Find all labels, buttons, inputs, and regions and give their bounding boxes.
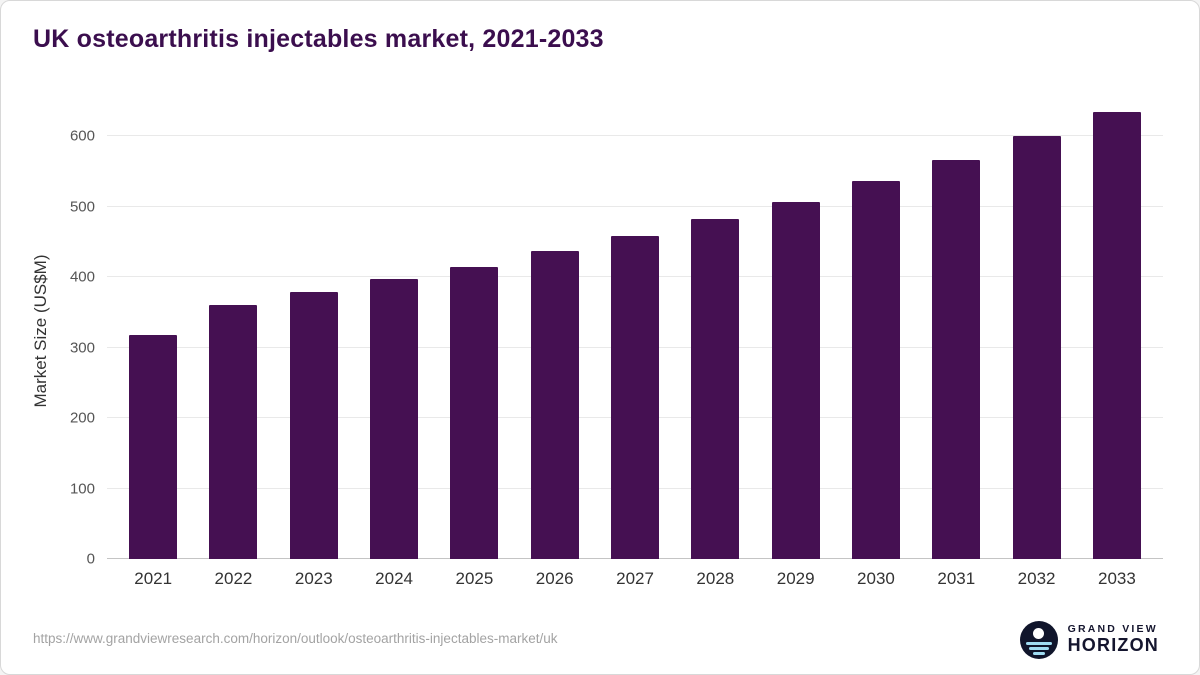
y-tick-label: 500	[69, 198, 95, 216]
bar-slot	[595, 101, 675, 559]
bar-slot	[756, 101, 836, 559]
chart-title: UK osteoarthritis injectables market, 20…	[33, 25, 604, 53]
wave-icon	[1028, 647, 1049, 650]
gridline	[107, 205, 1163, 207]
logo-horizon-label: HORIZON	[1067, 634, 1159, 655]
bar-2024	[370, 279, 419, 559]
x-tick-label-2031: 2031	[937, 569, 976, 588]
wave-icon	[1032, 652, 1045, 655]
y-axis-title: Market Size (US$M)	[31, 254, 50, 408]
bar-2021	[129, 334, 178, 559]
bar-2025	[450, 266, 499, 559]
bar-2033	[1092, 111, 1141, 559]
bar-2029	[771, 201, 820, 559]
bar-2026	[530, 251, 579, 559]
bar-2030	[851, 181, 900, 559]
bar-slot	[515, 101, 595, 559]
x-tick-label-2022: 2022	[214, 569, 253, 588]
bar-2022	[209, 305, 258, 559]
x-tick-label-2029: 2029	[776, 569, 815, 588]
bar-slot	[354, 101, 434, 559]
logo-grand-view-label: GRAND VIEW	[1067, 623, 1158, 636]
x-tick-label-2028: 2028	[696, 569, 735, 588]
x-tick-label-2027: 2027	[616, 569, 654, 588]
x-axis-tick-labels: 2021 2022 2023 2024 2025 2026 2027 2028 2029 2030…	[107, 569, 1163, 589]
x-tick-label-2025: 2025	[455, 569, 494, 588]
bar-slot	[836, 101, 916, 559]
gridline	[107, 135, 1163, 137]
y-tick-label: 600	[69, 127, 95, 145]
logo-text: GRAND VIEW HORIZON	[1068, 624, 1159, 655]
y-tick-label: 200	[69, 409, 95, 427]
sun-icon	[1033, 628, 1045, 639]
bar-slot	[916, 101, 996, 559]
y-tick-label: 0	[86, 550, 95, 568]
plot-area: 0 100 200 300 400 500 600	[70, 101, 1163, 568]
horizon-logo-icon	[1019, 621, 1058, 659]
bars	[107, 101, 1163, 559]
y-tick-label: 400	[69, 268, 95, 286]
bar-2031	[932, 160, 981, 559]
bar-slot	[193, 101, 273, 559]
source-url: https://www.grandviewresearch.com/horizo…	[33, 631, 558, 646]
bar-2023	[289, 291, 338, 559]
bar-2027	[611, 236, 660, 559]
x-tick-label-2032: 2032	[1017, 569, 1056, 588]
y-tick-label: 100	[69, 480, 95, 498]
bar-slot	[1077, 101, 1157, 559]
bar-2032	[1012, 136, 1061, 559]
x-tick-label-2030: 2030	[857, 569, 895, 588]
x-tick-label-2023: 2023	[294, 569, 333, 588]
x-tick-label-2021: 2021	[134, 569, 173, 588]
wave-icon	[1025, 642, 1052, 645]
brand-logo: GRAND VIEW HORIZON	[1019, 621, 1159, 659]
bar-slot	[675, 101, 755, 559]
bar-2028	[691, 219, 740, 559]
bar-slot	[996, 101, 1076, 559]
bar-slot	[113, 101, 193, 559]
y-tick-label: 300	[69, 339, 95, 357]
bar-slot	[274, 101, 354, 559]
x-tick-label-2024: 2024	[375, 569, 413, 588]
bar-slot	[434, 101, 514, 559]
x-tick-label-2026: 2026	[535, 569, 574, 588]
x-tick-label-2033: 2033	[1097, 569, 1136, 588]
